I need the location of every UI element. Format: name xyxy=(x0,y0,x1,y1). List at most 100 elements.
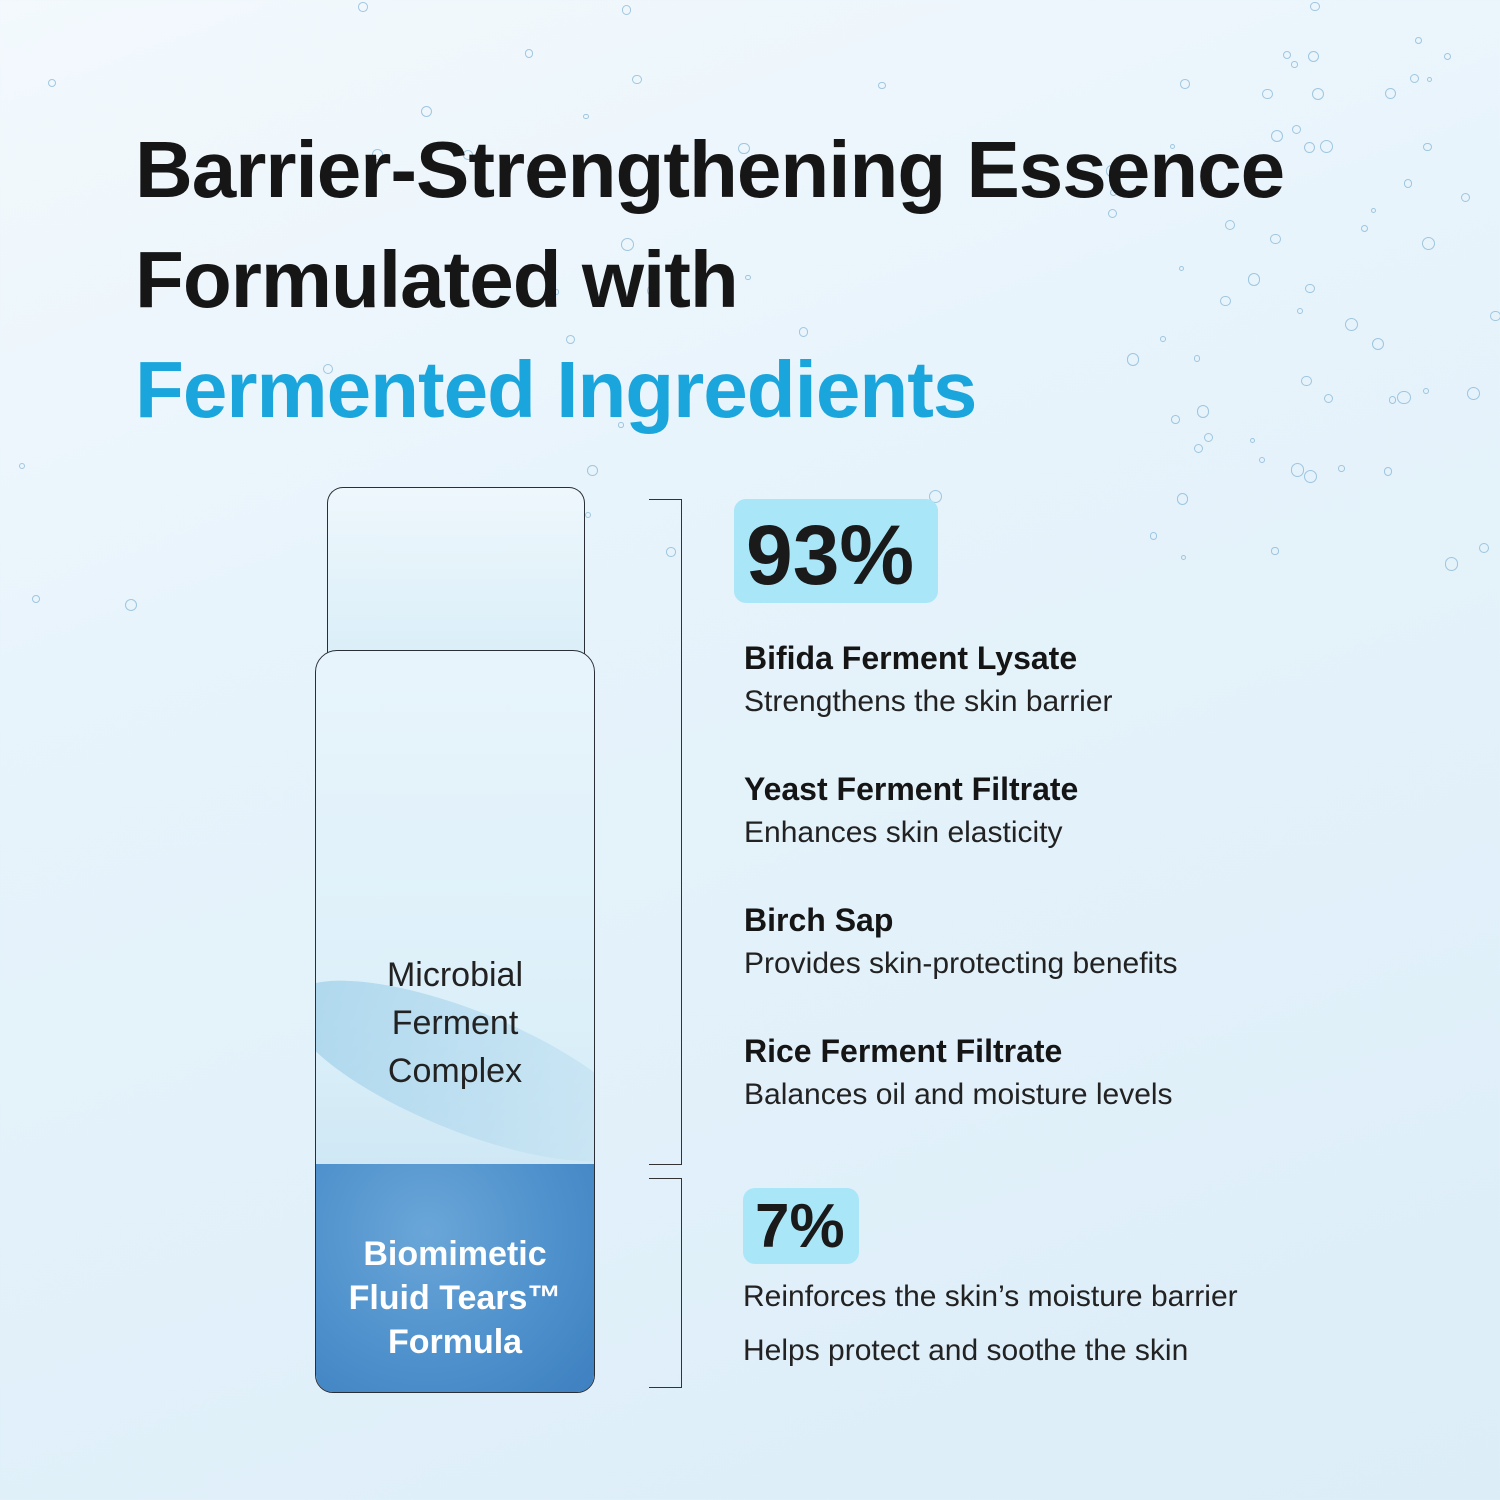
bubble xyxy=(745,274,751,280)
bubble xyxy=(323,363,334,374)
bubble xyxy=(1385,88,1397,100)
fluid-tears-label: Biomimetic Fluid Tears™ Formula xyxy=(348,1235,562,1361)
ingredient-item: Rice Ferment Filtrate Balances oil and m… xyxy=(744,1033,1178,1164)
bubble xyxy=(1290,463,1304,477)
ingredient-desc: Enhances skin elasticity xyxy=(744,816,1063,849)
bubble xyxy=(1283,50,1292,59)
ingredient-name: Bifida Ferment Lysate xyxy=(744,640,1078,676)
bubble xyxy=(618,422,624,428)
minor-benefit-2: Helps protect and soothe the skin xyxy=(743,1334,1189,1367)
ingredient-item: Bifida Ferment Lysate Strengthens the sk… xyxy=(744,640,1178,771)
ingredient-desc: Provides skin-protecting benefits xyxy=(744,947,1178,980)
bubble xyxy=(1126,353,1140,367)
ingredient-list: Bifida Ferment Lysate Strengthens the sk… xyxy=(744,640,1178,1164)
bubble xyxy=(1478,543,1489,554)
bubble xyxy=(1414,37,1422,45)
bubble xyxy=(1324,393,1334,403)
bubble xyxy=(1259,457,1266,464)
bubble xyxy=(1201,184,1208,191)
bubble xyxy=(565,334,575,344)
bubble xyxy=(1372,337,1385,351)
bubble xyxy=(587,465,598,477)
bubble xyxy=(1319,140,1333,154)
bubble xyxy=(1270,129,1284,143)
bubble xyxy=(1296,308,1303,315)
bubble xyxy=(1108,209,1118,219)
bubble xyxy=(1109,189,1117,197)
bubble xyxy=(1344,317,1359,332)
bubble xyxy=(621,5,632,15)
bubble xyxy=(1388,396,1397,404)
bubble xyxy=(1160,336,1167,342)
bubble xyxy=(1303,469,1318,484)
bubble xyxy=(1270,233,1281,244)
bubble xyxy=(1337,465,1345,472)
bubble xyxy=(1196,405,1210,418)
bubble xyxy=(1307,50,1320,63)
bubble xyxy=(1291,125,1301,135)
bubble xyxy=(1467,386,1481,401)
bubble xyxy=(1105,165,1118,177)
bubble xyxy=(463,150,473,160)
bubble xyxy=(372,149,383,160)
bubble xyxy=(1310,2,1320,12)
bubble xyxy=(1291,61,1298,68)
ingredient-name: Yeast Ferment Filtrate xyxy=(744,771,1079,807)
bubble xyxy=(1403,179,1413,188)
percent-badge-7: 7% xyxy=(743,1188,859,1264)
bubble xyxy=(1361,224,1369,233)
bubble xyxy=(1444,557,1459,571)
bubble xyxy=(1171,415,1180,424)
percent-badge-93: 93% xyxy=(734,499,938,603)
bubble xyxy=(1397,390,1411,404)
bubble xyxy=(1426,76,1433,83)
bubble xyxy=(1149,532,1158,540)
ingredient-name: Birch Sap xyxy=(744,902,894,938)
bubble xyxy=(1423,388,1429,395)
headline-line-2: Formulated with xyxy=(135,235,739,324)
ingredient-desc: Strengthens the skin barrier xyxy=(744,685,1113,718)
bubble xyxy=(1225,220,1236,231)
bubble xyxy=(1181,554,1187,560)
bubble xyxy=(1180,79,1191,89)
bubble xyxy=(878,81,886,90)
bubble xyxy=(1249,437,1256,444)
bubble xyxy=(19,462,26,469)
bubble xyxy=(1444,52,1452,60)
ingredient-item: Yeast Ferment Filtrate Enhances skin ela… xyxy=(744,771,1178,902)
bubble xyxy=(647,285,658,296)
bubble xyxy=(357,2,368,12)
bubble xyxy=(632,74,643,85)
bracket-main xyxy=(649,499,682,1165)
bubble xyxy=(666,547,676,557)
minor-benefit-1: Reinforces the skin’s moisture barrier xyxy=(743,1280,1238,1313)
bubble xyxy=(32,594,41,603)
bubble xyxy=(1421,237,1435,250)
bubble xyxy=(1247,273,1261,287)
headline-line-3: Fermented Ingredients xyxy=(135,345,977,434)
bubble xyxy=(1169,143,1175,149)
bubble xyxy=(1177,493,1189,505)
bubble xyxy=(1370,207,1376,213)
bubble xyxy=(621,237,635,251)
bubble xyxy=(47,78,57,88)
bubble xyxy=(125,598,138,611)
ingredient-item: Birch Sap Provides skin-protecting benef… xyxy=(744,902,1178,1033)
bubble xyxy=(1305,283,1315,293)
bottle-neck xyxy=(327,487,585,668)
ingredient-desc: Balances oil and moisture levels xyxy=(744,1078,1173,1111)
bottle-body: Microbial Ferment Complex Biomimetic Flu… xyxy=(315,650,595,1393)
bubble xyxy=(1423,143,1432,152)
bubble xyxy=(1383,467,1393,476)
bubble xyxy=(1193,444,1203,454)
headline-line-1: Barrier-Strengthening Essence xyxy=(135,125,1285,214)
fluid-tears-section: Biomimetic Fluid Tears™ Formula xyxy=(316,1164,594,1392)
bubble xyxy=(1179,265,1185,271)
bubble xyxy=(585,512,592,519)
bubble xyxy=(1203,432,1213,442)
bubble xyxy=(1460,192,1470,202)
microbial-ferment-complex-label: Microbial Ferment Complex xyxy=(386,956,524,1090)
bubble xyxy=(1311,87,1325,100)
bubble xyxy=(1193,355,1201,362)
bubble xyxy=(1410,73,1420,83)
